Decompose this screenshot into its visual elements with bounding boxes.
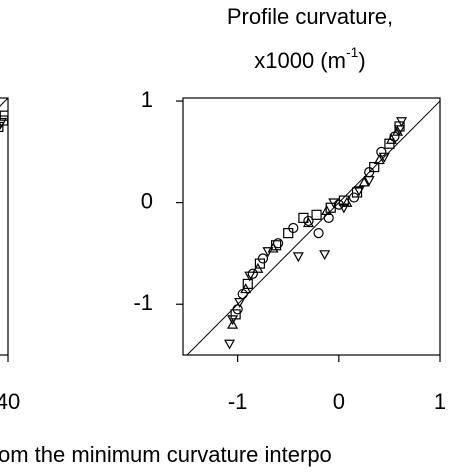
point: [0, 121, 4, 133]
chart-subtitle: x1000 (m-1): [254, 44, 366, 73]
point: [240, 283, 252, 294]
point: [369, 161, 380, 173]
identity-line: [0, 98, 8, 107]
x-axis-label: om the minimum curvature interpo: [0, 442, 332, 467]
point: [391, 125, 404, 136]
point: [302, 217, 314, 228]
plot-frame: [0, 97, 9, 356]
subtitle-suffix: ): [358, 48, 365, 73]
point: [227, 315, 239, 326]
point: [224, 339, 236, 350]
point: [385, 133, 397, 144]
point: [376, 146, 387, 157]
point: [378, 152, 390, 163]
point: [298, 212, 309, 223]
point: [351, 187, 363, 198]
y-tick-label: 0: [141, 188, 153, 213]
point: [323, 212, 334, 223]
point: [341, 196, 353, 207]
point: [311, 209, 322, 220]
point: [358, 176, 370, 187]
point: [227, 318, 239, 329]
point: [319, 250, 331, 261]
point: [0, 125, 3, 131]
point: [283, 228, 294, 239]
subtitle-text: x1000 (m: [254, 48, 346, 73]
x-tick-label: -1: [228, 389, 248, 414]
identity-line: [186, 100, 440, 355]
point: [244, 271, 256, 282]
x-tick-label: 0: [333, 389, 345, 414]
x-tick-label: 40: [0, 389, 20, 414]
point: [267, 242, 279, 253]
point: [247, 268, 258, 279]
point: [230, 309, 241, 320]
plot-frame: [182, 97, 441, 356]
plot-area: [186, 100, 440, 355]
chart-title: Profile curvature,: [227, 4, 393, 29]
point: [313, 228, 324, 239]
point: [252, 262, 264, 273]
point: [234, 297, 246, 308]
x-tick-label: 1: [434, 389, 446, 414]
y-tick-label: -1: [133, 290, 153, 315]
subtitle-superscript: -1: [346, 44, 359, 60]
y-tick-label: 1: [141, 87, 153, 112]
point: [0, 117, 8, 128]
point: [321, 205, 333, 215]
point: [394, 125, 406, 136]
point: [373, 154, 385, 165]
point: [273, 238, 284, 249]
plot-area: [0, 98, 8, 133]
point: [292, 252, 304, 263]
